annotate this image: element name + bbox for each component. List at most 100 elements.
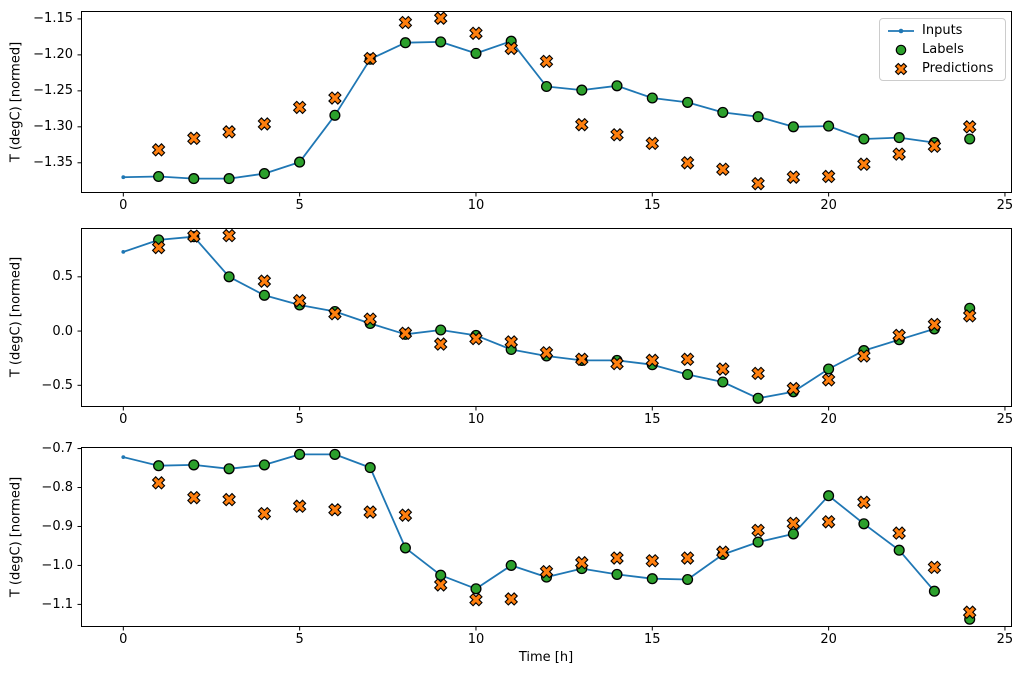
prediction-marker [821,169,836,184]
y-tick-label: −0.8 [41,480,73,496]
label-marker [258,168,270,180]
prediction-marker [151,143,166,157]
label-marker [223,463,235,475]
label-marker [858,518,870,530]
y-tick-label: −0.5 [41,377,73,393]
label-marker [188,173,200,185]
label-marker [611,80,623,92]
y-tick-label: −1.20 [33,47,73,63]
prediction-marker [363,51,377,66]
y-tick-label: −1.25 [33,83,73,99]
prediction-marker [962,120,977,134]
y-tick-label: −1.35 [33,155,73,171]
x-tick-label: 10 [467,632,485,647]
prediction-marker [363,312,377,326]
prediction-marker [328,306,342,321]
prediction-marker [574,555,589,570]
label-marker [752,392,764,404]
prediction-marker [398,326,413,341]
prediction-marker [539,345,554,360]
x-tick-label: 25 [996,198,1014,213]
label-marker [470,47,482,59]
label-marker [258,459,270,471]
label-marker [399,37,411,49]
label-marker [258,289,270,301]
prediction-marker [292,100,307,115]
prediction-marker [892,328,906,343]
label-marker [823,490,835,502]
y-tick-label: −1.1 [41,596,73,612]
label-marker [787,528,799,540]
inputs-line-dot-icon [888,28,914,33]
x-tick-label: 0 [119,412,128,427]
label-marker [576,84,588,96]
prediction-marker [680,352,695,367]
prediction-marker [857,495,871,510]
prediction-marker [751,176,765,191]
prediction-marker [892,526,906,540]
prediction-marker [222,492,236,507]
prediction-marker [857,349,871,363]
prediction-marker [645,553,660,568]
prediction-marker [469,592,483,607]
label-marker [682,368,694,381]
x-tick-label: 0 [119,632,128,647]
axes-border [81,447,1012,627]
label-marker [682,573,694,586]
prediction-marker [751,523,765,538]
label-marker [893,132,905,144]
prediction-marker [398,508,413,522]
inputs-line [122,453,936,593]
axes-border [81,228,1012,407]
x-tick-label: 10 [467,198,485,213]
y-tick-label: 0.0 [52,323,73,339]
label-marker [435,324,447,336]
legend-item-inputs: Inputs [886,21,999,40]
prediction-marker [786,516,801,531]
prediction-marker [574,117,589,132]
prediction-marker [187,229,201,243]
prediction-marker [187,490,201,505]
prediction-marker [927,139,942,154]
prediction-marker [469,26,483,41]
prediction-marker [363,505,377,519]
label-marker [823,363,835,375]
x-tick-label: 5 [295,632,304,647]
label-marker [611,568,623,580]
predictions-x-icon [894,62,908,75]
prediction-marker [292,499,307,514]
label-marker [399,542,411,554]
prediction-marker [680,551,695,565]
y-axis-label-subplot-1: T (degC) [normed] [8,41,24,163]
prediction-marker [962,309,977,323]
legend-label-predictions: Predictions [922,61,994,76]
label-marker [329,109,341,121]
axes-border [81,11,1012,193]
label-marker [294,448,306,460]
label-marker [752,111,764,123]
subplot-1-axes [77,11,1012,197]
prediction-marker [539,54,554,69]
label-marker [787,121,799,133]
legend-item-predictions: Predictions [886,59,999,78]
prediction-marker [962,605,977,619]
label-marker [153,460,165,472]
prediction-marker [433,578,448,592]
label-marker [329,448,341,460]
x-tick-label: 0 [119,198,128,213]
prediction-marker [680,156,695,170]
prediction-marker [786,381,801,396]
prediction-marker [716,362,730,376]
prediction-marker [504,41,519,56]
prediction-marker [610,127,624,142]
x-tick-label: 25 [996,412,1014,427]
label-marker [223,173,235,185]
legend-label-labels: Labels [922,42,964,57]
x-tick-label: 10 [467,412,485,427]
label-marker [540,80,553,93]
prediction-marker [645,353,660,368]
label-marker [928,585,940,597]
label-marker [223,271,235,283]
label-marker [823,120,835,132]
